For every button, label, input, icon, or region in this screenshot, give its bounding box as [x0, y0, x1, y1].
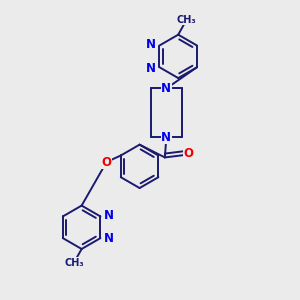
Text: CH₃: CH₃: [177, 14, 196, 25]
Text: O: O: [183, 147, 193, 160]
Text: N: N: [161, 131, 171, 144]
Text: CH₃: CH₃: [64, 258, 84, 268]
Text: O: O: [101, 155, 112, 169]
Text: N: N: [146, 62, 156, 75]
Text: N: N: [104, 232, 114, 245]
Text: N: N: [104, 209, 114, 222]
Text: N: N: [161, 82, 171, 95]
Text: N: N: [146, 38, 156, 50]
